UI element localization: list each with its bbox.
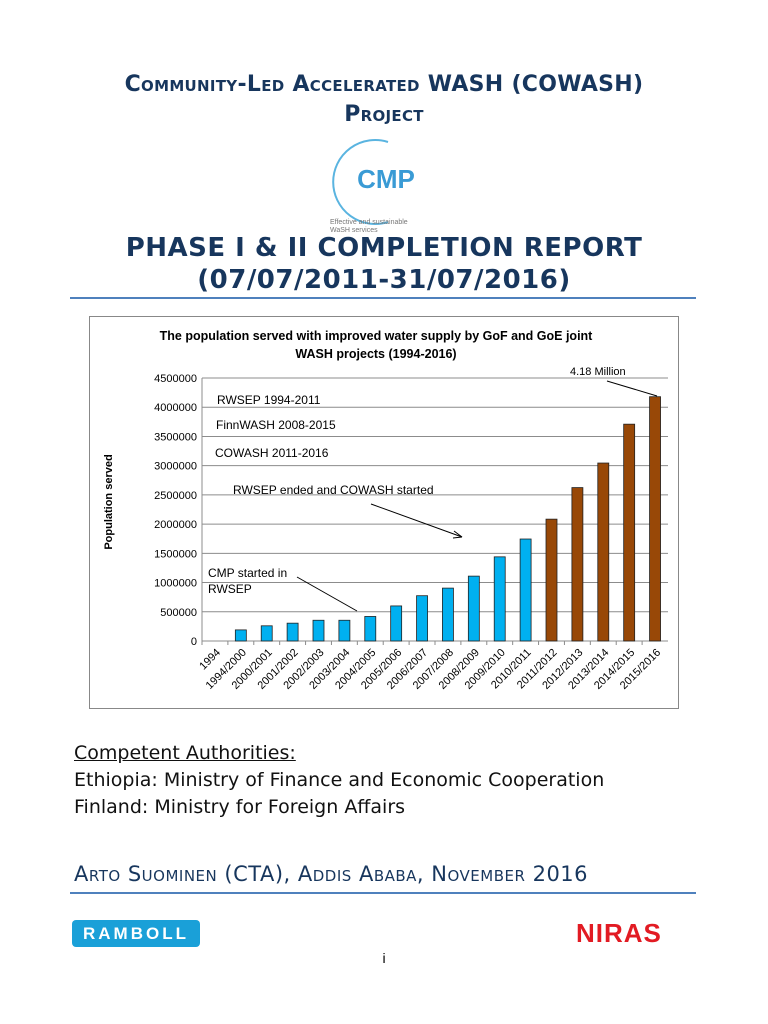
y-tick-label: 1500000 <box>154 548 197 560</box>
report-title-line-1: PHASE I & II COMPLETION REPORT <box>125 233 643 263</box>
y-tick-label: 2000000 <box>154 519 197 531</box>
authorities-heading: Competent Authorities: <box>74 742 296 764</box>
title-line-2: Project <box>344 102 424 127</box>
y-axis-label: Population served <box>103 454 115 549</box>
bar <box>519 538 532 642</box>
project-title: Community-Led Accelerated WASH (COWASH) … <box>0 70 768 130</box>
niras-logo: NIRAS <box>576 918 662 948</box>
bar <box>597 462 610 642</box>
bar <box>286 622 299 642</box>
ramboll-logo: RAMBOLL <box>72 920 200 947</box>
logo-tagline-1: Effective and sustainable <box>330 219 408 226</box>
chart-title-line-2: WASH projects (1994-2016) <box>295 347 456 361</box>
y-tick-label: 500000 <box>160 607 197 619</box>
bar <box>416 595 428 642</box>
report-title-line-2: (07/07/2011-31/07/2016) <box>197 265 571 295</box>
annotation-total: 4.18 Million <box>570 366 626 378</box>
bar <box>364 616 377 642</box>
bar <box>493 556 506 642</box>
chart-frame <box>89 316 679 709</box>
y-tick-label: 4000000 <box>154 402 197 414</box>
bar <box>545 518 558 642</box>
authority-ethiopia: Ethiopia: Ministry of Finance and Econom… <box>74 769 605 791</box>
annotation-rwsep: RWSEP 1994-2011 <box>217 393 321 407</box>
bar <box>390 605 403 642</box>
divider <box>70 297 696 299</box>
y-tick-label: 3000000 <box>154 461 197 473</box>
annotation-cmp-2: RWSEP <box>208 582 252 596</box>
divider <box>70 892 696 894</box>
bar <box>571 487 584 642</box>
arrow-cmp <box>296 576 358 612</box>
bar <box>312 619 325 642</box>
annotation-cowash: COWASH 2011-2016 <box>215 446 329 460</box>
bar <box>338 619 351 642</box>
authority-finland: Finland: Ministry for Foreign Affairs <box>74 796 406 818</box>
cmp-logo-text: CMP <box>357 164 415 194</box>
competent-authorities: Competent Authorities: Ethiopia: Ministr… <box>74 740 604 821</box>
bar <box>260 625 273 642</box>
author-line: Arto Suominen (CTA), Addis Ababa, Novemb… <box>74 862 589 886</box>
annotation-rwsep-ended: RWSEP ended and COWASH started <box>233 483 434 497</box>
chart-title-line-1: The population served with improved wate… <box>160 329 594 343</box>
arrow-total <box>606 380 658 397</box>
arrow-rwsep-ended <box>370 503 463 538</box>
y-tick-label: 4500000 <box>154 373 197 385</box>
y-tick-label: 1000000 <box>154 578 197 590</box>
title-line-1: Community-Led Accelerated WASH (COWASH) <box>124 72 644 97</box>
bar <box>442 587 454 642</box>
annotations: RWSEP 1994-2011 FinnWASH 2008-2015 COWAS… <box>208 366 658 612</box>
bar <box>234 629 247 642</box>
cmp-logo: CMP Effective and sustainable WaSH servi… <box>330 139 415 234</box>
y-tick-label: 0 <box>191 636 197 648</box>
bar <box>649 396 661 642</box>
annotation-finnwash: FinnWASH 2008-2015 <box>216 418 336 432</box>
page-number: i <box>382 950 386 966</box>
bar <box>623 423 636 642</box>
y-tick-label: 3500000 <box>154 431 197 443</box>
annotation-cmp-1: CMP started in <box>208 566 287 580</box>
bar <box>467 575 480 642</box>
y-tick-label: 2500000 <box>154 490 197 502</box>
report-title: PHASE I & II COMPLETION REPORT (07/07/20… <box>0 232 768 296</box>
logo-tagline-2: WaSH services <box>330 227 378 234</box>
